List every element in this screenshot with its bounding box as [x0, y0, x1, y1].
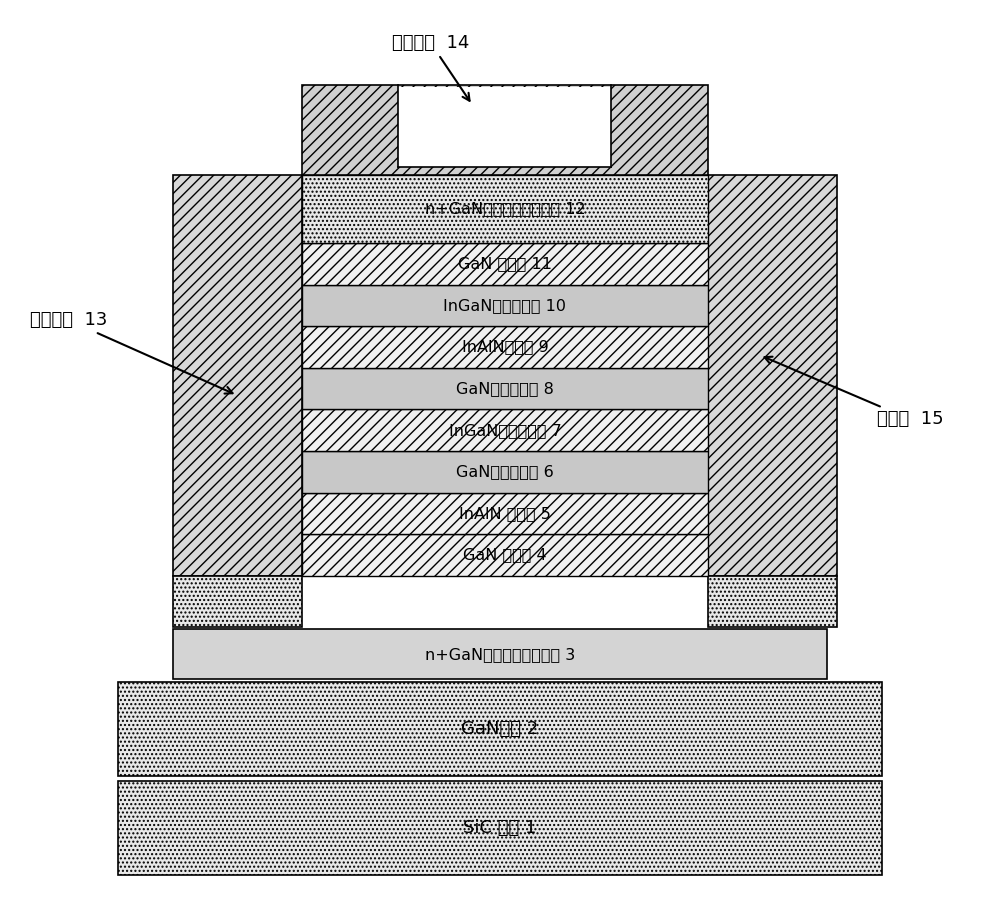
- Bar: [173, 629, 827, 679]
- Bar: [173, 576, 302, 627]
- Text: n+GaN发射极欧姆接触区 12: n+GaN发射极欧姆接触区 12: [425, 201, 585, 216]
- Text: 钝化层  15: 钝化层 15: [765, 356, 943, 428]
- Text: GaN 隔离区 4: GaN 隔离区 4: [463, 547, 547, 563]
- Bar: [708, 175, 837, 576]
- Text: 圆形电极  14: 圆形电极 14: [392, 34, 470, 101]
- Bar: [302, 326, 708, 368]
- Text: n+GaN集电极欧姆接触区 3: n+GaN集电极欧姆接触区 3: [425, 646, 575, 662]
- Text: InGaN子量子阱区 7: InGaN子量子阱区 7: [449, 423, 561, 438]
- Bar: [302, 285, 708, 326]
- Bar: [398, 87, 611, 166]
- Bar: [302, 451, 708, 493]
- Bar: [302, 368, 708, 409]
- Text: InAlN 势垒区 5: InAlN 势垒区 5: [459, 506, 551, 521]
- Text: InGaN子量子阱区 10: InGaN子量子阱区 10: [443, 298, 566, 313]
- Bar: [173, 175, 302, 576]
- Text: 环形电极  13: 环形电极 13: [30, 311, 233, 394]
- Bar: [302, 85, 708, 175]
- Text: SiC 衬底 1: SiC 衬底 1: [463, 819, 537, 837]
- Bar: [118, 781, 882, 875]
- Text: InAlN势垒区 9: InAlN势垒区 9: [462, 339, 548, 355]
- Bar: [302, 534, 708, 576]
- Text: GaN 隔离区 11: GaN 隔离区 11: [458, 256, 552, 271]
- Text: GaN外延 2: GaN外延 2: [461, 720, 539, 738]
- Bar: [302, 409, 708, 451]
- Bar: [708, 576, 837, 627]
- Text: GaN主量子阱区 8: GaN主量子阱区 8: [456, 381, 554, 396]
- Bar: [302, 243, 708, 285]
- Bar: [118, 682, 882, 776]
- Bar: [302, 493, 708, 534]
- Text: GaN主量子阱区 6: GaN主量子阱区 6: [456, 464, 554, 479]
- Bar: [302, 175, 708, 243]
